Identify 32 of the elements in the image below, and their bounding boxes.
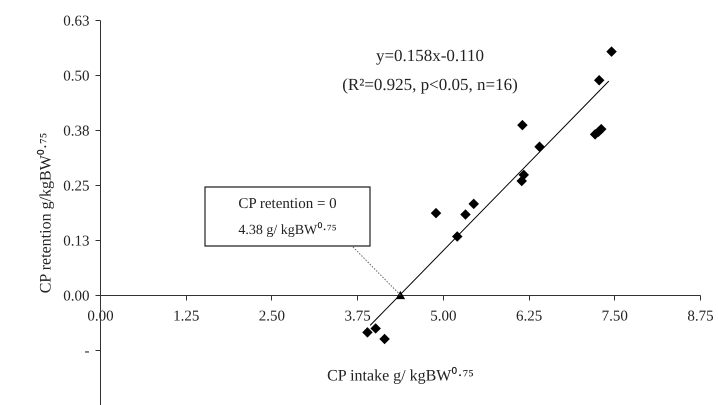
point [370, 323, 381, 334]
point [468, 198, 479, 210]
y-tick-label: 0.25 [63, 178, 90, 194]
x-axis-title: CP intake g/ kgBW⁰·⁷⁵ [327, 366, 474, 384]
point [379, 334, 390, 344]
point [534, 141, 545, 152]
annotation: (R²=0.925, p<0.05, n=16) [342, 75, 518, 94]
y-tick-label: 0.00 [63, 288, 90, 304]
point [430, 208, 442, 218]
annotation: 4.38 g/ kgBW⁰·⁷⁵ [238, 222, 337, 238]
point [460, 209, 471, 220]
x-tick-label: 6.25 [516, 308, 542, 324]
point [362, 327, 373, 338]
annotation: CP retention = 0 [238, 196, 337, 212]
y-axis-title: CP retention g/kgBW⁰·⁷⁵ [36, 132, 54, 294]
y-tick-label: 0.13 [63, 234, 90, 250]
y-tick-label: 0.38 [63, 124, 90, 140]
x-tick-label: 2.50 [258, 308, 286, 324]
point [516, 176, 527, 186]
x-tick-label: 8.75 [687, 308, 714, 324]
y-tick-label: - [84, 344, 90, 360]
x-tick-label: 1.25 [173, 308, 200, 324]
point [606, 46, 617, 57]
point [594, 75, 604, 86]
point [517, 120, 528, 130]
x-tick-label: 3.75 [344, 308, 371, 324]
annotation: y=0.158x-0.110 [376, 46, 484, 65]
x-tick-label: 7.50 [602, 308, 628, 324]
y-tick-label: 0.50 [63, 68, 90, 84]
y-tick-label: 0.63 [63, 14, 90, 30]
x-tick-label: 5.00 [430, 308, 456, 324]
point [396, 290, 406, 300]
